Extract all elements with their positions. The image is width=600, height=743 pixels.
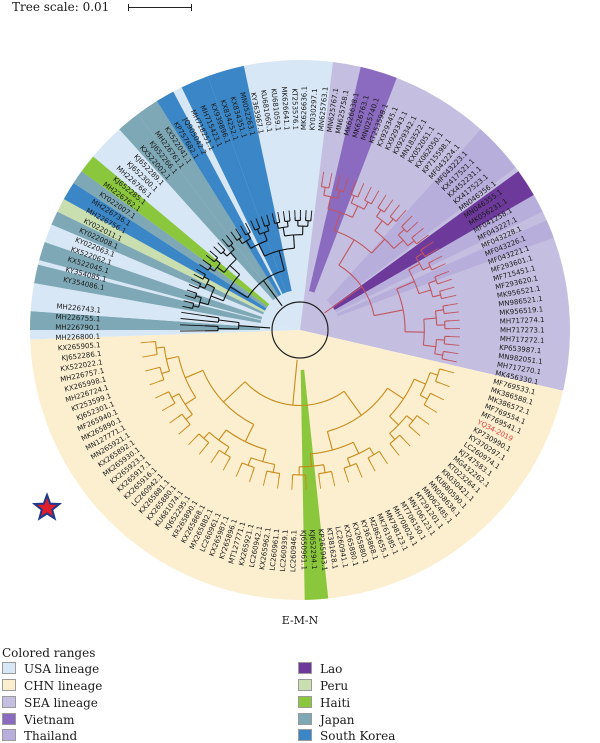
legend-label: Vietnam [24, 713, 74, 727]
legend-label: Lao [320, 662, 342, 676]
legend-item-haiti: Haiti [298, 696, 350, 710]
legend-label: USA lineage [24, 662, 99, 676]
legend-label: Peru [320, 679, 348, 693]
legend-label: SEA lineage [24, 696, 98, 710]
branch [279, 219, 280, 223]
branch [289, 211, 290, 218]
legend-swatch [2, 679, 16, 691]
legend-item-south-korea: South Korea [298, 729, 395, 743]
tip-label: MH226790.1 [55, 324, 100, 332]
legend-label: Thailand [24, 729, 77, 743]
tip-label: KJ650961.1 [299, 530, 308, 570]
legend-label: South Korea [320, 729, 395, 743]
branch-arc [444, 336, 445, 344]
figure-caption: E-M-N [0, 614, 600, 627]
tip-label: KT253576.1 [290, 88, 299, 130]
branch [319, 474, 320, 479]
legend-item-sea-lineage: SEA lineage [2, 696, 98, 710]
legend-label: Japan [320, 713, 355, 727]
branch [436, 340, 444, 341]
sample-marker [35, 495, 60, 519]
phylogenetic-tree: KY354086.1KY354085.1KX522045.1KX522062.1… [0, 0, 600, 610]
tip-label: MK626636.1 [300, 86, 309, 130]
tip-label: MH717273.1 [500, 326, 545, 334]
red-star-icon [35, 495, 60, 519]
branch [444, 344, 449, 345]
branch [189, 308, 193, 309]
legend-swatch [298, 679, 312, 691]
legend-title: Colored ranges [2, 646, 95, 660]
legend-label: CHN lineage [24, 679, 102, 693]
branch [444, 313, 449, 314]
branch-arc [218, 318, 219, 322]
legend-item-chn-lineage: CHN lineage [2, 679, 102, 693]
branch [284, 218, 285, 222]
legend-swatch [2, 713, 16, 725]
legend-swatch [2, 729, 16, 741]
legend-swatch [298, 729, 312, 741]
legend-item-peru: Peru [298, 679, 348, 693]
legend-swatch [298, 662, 312, 674]
legend-swatch [2, 662, 16, 674]
branch [205, 326, 218, 327]
legend-item-usa-lineage: USA lineage [2, 662, 99, 676]
legend-item-thailand: Thailand [2, 729, 77, 743]
legend-item-vietnam: Vietnam [2, 713, 74, 727]
branch-arc [285, 221, 290, 222]
legend-swatch [298, 713, 312, 725]
legend-item-lao: Lao [298, 662, 342, 676]
tip-label: MH226800.1 [55, 333, 100, 342]
legend-item-japan: Japan [298, 713, 355, 727]
branch [321, 181, 322, 186]
legend-label: Haiti [320, 696, 350, 710]
branch [450, 320, 460, 321]
branch [279, 473, 280, 478]
legend-swatch [2, 696, 16, 708]
tip-label: LC260946.1 [289, 530, 298, 572]
branch [443, 351, 448, 352]
branch [287, 221, 288, 227]
legend-swatch [298, 696, 312, 708]
